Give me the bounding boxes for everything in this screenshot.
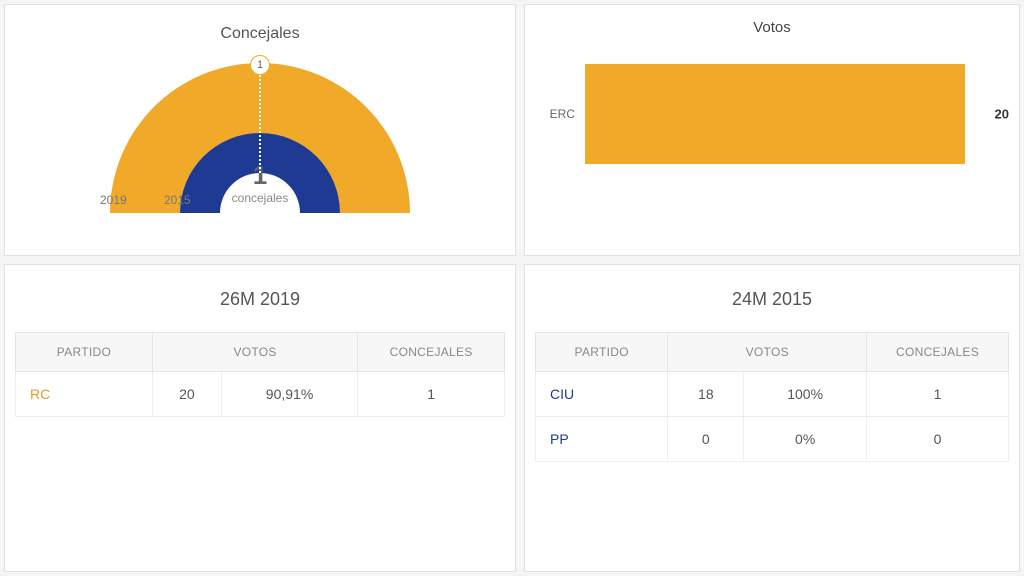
- cell-party: RC: [16, 372, 153, 417]
- cell-party: CIU: [536, 372, 668, 417]
- votos-bar-party: ERC: [535, 107, 585, 121]
- th-concejales: CONCEJALES: [867, 333, 1009, 372]
- table-row: PP00%0: [536, 417, 1009, 462]
- th-partido: PARTIDO: [536, 333, 668, 372]
- votos-bar-track: 20: [585, 64, 1009, 164]
- cell-seats: 0: [867, 417, 1009, 462]
- arc-divider-line: [259, 75, 261, 173]
- th-concejales: CONCEJALES: [358, 333, 505, 372]
- table-2019: PARTIDO VOTOS CONCEJALES RC2090,91%1: [15, 332, 505, 417]
- table-row: PARTIDO VOTOS CONCEJALES: [16, 333, 505, 372]
- table-row: PARTIDO VOTOS CONCEJALES: [536, 333, 1009, 372]
- cell-pct: 90,91%: [221, 372, 357, 417]
- votos-bar-value: 20: [995, 107, 1009, 122]
- cell-votes: 0: [668, 417, 744, 462]
- th-votos: VOTOS: [152, 333, 357, 372]
- arc-badge: 1: [250, 55, 270, 75]
- table-2015: PARTIDO VOTOS CONCEJALES CIU18100%1PP00%…: [535, 332, 1009, 462]
- table-2015-body: CIU18100%1PP00%0: [536, 372, 1009, 462]
- concejales-title: Concejales: [15, 25, 505, 43]
- arc-chart: 1 1 concejales 2019 2015: [80, 53, 440, 223]
- arc-year-outer: 2019: [100, 193, 127, 207]
- th-partido: PARTIDO: [16, 333, 153, 372]
- votos-bar-fill: [585, 64, 965, 164]
- table-row: RC2090,91%1: [16, 372, 505, 417]
- table-row: CIU18100%1: [536, 372, 1009, 417]
- cell-party: PP: [536, 417, 668, 462]
- cell-seats: 1: [867, 372, 1009, 417]
- cell-pct: 100%: [744, 372, 867, 417]
- table-2019-body: RC2090,91%1: [16, 372, 505, 417]
- concejales-panel: Concejales 1 1 concejales 2019 2015: [4, 4, 516, 256]
- arc-center-label: concejales: [232, 191, 289, 205]
- cell-seats: 1: [358, 372, 505, 417]
- cell-pct: 0%: [744, 417, 867, 462]
- th-votos: VOTOS: [668, 333, 867, 372]
- table-2019-panel: 26M 2019 PARTIDO VOTOS CONCEJALES RC2090…: [4, 264, 516, 572]
- cell-votes: 18: [668, 372, 744, 417]
- arc-year-inner: 2015: [164, 193, 191, 207]
- votos-bar-row: ERC 20: [535, 64, 1009, 164]
- votos-panel: Votos ERC 20: [524, 4, 1020, 256]
- table-2015-panel: 24M 2015 PARTIDO VOTOS CONCEJALES CIU181…: [524, 264, 1020, 572]
- cell-votes: 20: [152, 372, 221, 417]
- votos-title: Votos: [535, 19, 1009, 36]
- table-2019-title: 26M 2019: [15, 289, 505, 310]
- table-2015-title: 24M 2015: [535, 289, 1009, 310]
